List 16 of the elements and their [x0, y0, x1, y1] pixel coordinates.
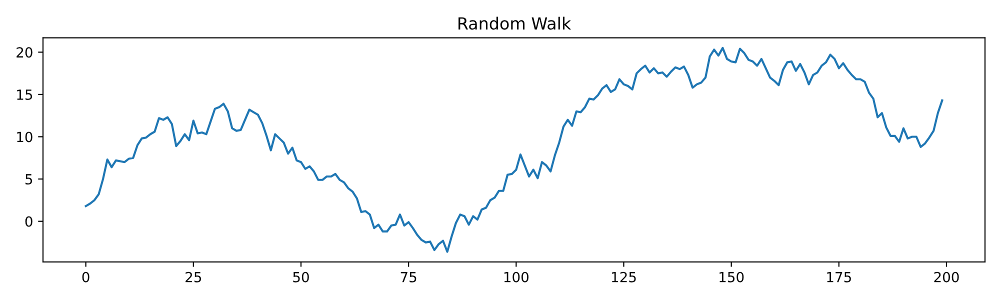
chart-title: Random Walk — [458, 16, 572, 30]
line-series — [84, 46, 944, 253]
y-tick-label: 10 — [17, 132, 32, 142]
y-tick-label: 0 — [25, 216, 32, 227]
x-tick-label: 25 — [186, 272, 202, 282]
y-tick-label: 5 — [26, 174, 32, 184]
x-tick-label: 100 — [504, 272, 528, 282]
x-tick-label: 50 — [293, 272, 309, 282]
x-tick-label: 75 — [400, 272, 416, 282]
y-tick-label: 20 — [16, 47, 32, 58]
x-tick-label: 150 — [720, 272, 744, 282]
y-tick-label: 15 — [17, 90, 32, 100]
x-tick-label: 175 — [827, 272, 851, 282]
x-tick-label: 200 — [934, 272, 959, 282]
x-tick-label: 0 — [82, 272, 90, 282]
x-tick-label: 125 — [612, 272, 636, 282]
